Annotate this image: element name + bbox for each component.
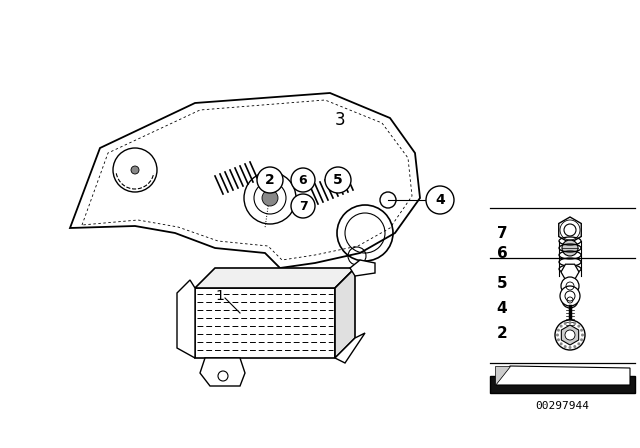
Circle shape xyxy=(581,333,584,336)
Text: 2: 2 xyxy=(497,326,508,340)
Polygon shape xyxy=(70,93,420,268)
Text: 4: 4 xyxy=(435,193,445,207)
Circle shape xyxy=(562,292,578,308)
Text: 7: 7 xyxy=(299,199,307,212)
Circle shape xyxy=(291,194,315,218)
Text: 00297944: 00297944 xyxy=(535,401,589,411)
Polygon shape xyxy=(335,333,365,363)
Text: 3: 3 xyxy=(335,111,346,129)
Circle shape xyxy=(262,190,278,206)
Circle shape xyxy=(573,322,576,325)
Circle shape xyxy=(560,286,580,306)
Circle shape xyxy=(562,240,578,256)
Polygon shape xyxy=(561,325,579,345)
Circle shape xyxy=(559,325,563,327)
Polygon shape xyxy=(195,288,335,358)
Circle shape xyxy=(325,167,351,193)
Circle shape xyxy=(565,330,575,340)
Polygon shape xyxy=(335,268,355,358)
Circle shape xyxy=(426,186,454,214)
Circle shape xyxy=(580,329,583,332)
Text: 7: 7 xyxy=(497,225,508,241)
Circle shape xyxy=(131,166,139,174)
Polygon shape xyxy=(561,264,579,280)
Circle shape xyxy=(557,329,560,332)
Circle shape xyxy=(559,342,563,345)
Circle shape xyxy=(573,345,576,348)
Polygon shape xyxy=(495,366,630,385)
Circle shape xyxy=(564,322,566,325)
Circle shape xyxy=(580,338,583,341)
Circle shape xyxy=(564,345,566,348)
Circle shape xyxy=(577,342,580,345)
Circle shape xyxy=(561,277,579,295)
Circle shape xyxy=(257,167,283,193)
Text: 1: 1 xyxy=(216,289,225,303)
Circle shape xyxy=(568,346,572,349)
Circle shape xyxy=(568,321,572,324)
Text: 6: 6 xyxy=(497,246,508,260)
Circle shape xyxy=(557,338,560,341)
Polygon shape xyxy=(490,376,635,393)
Text: 5: 5 xyxy=(333,173,343,187)
Text: 5: 5 xyxy=(497,276,508,290)
Text: 6: 6 xyxy=(299,173,307,186)
Text: 2: 2 xyxy=(265,173,275,187)
Circle shape xyxy=(555,320,585,350)
Circle shape xyxy=(291,168,315,192)
Polygon shape xyxy=(495,366,510,385)
Text: 4: 4 xyxy=(497,301,508,315)
Circle shape xyxy=(577,325,580,327)
Polygon shape xyxy=(177,280,195,358)
Circle shape xyxy=(556,333,559,336)
Polygon shape xyxy=(350,260,375,276)
Polygon shape xyxy=(200,358,245,386)
Polygon shape xyxy=(195,268,355,288)
Polygon shape xyxy=(559,217,581,243)
